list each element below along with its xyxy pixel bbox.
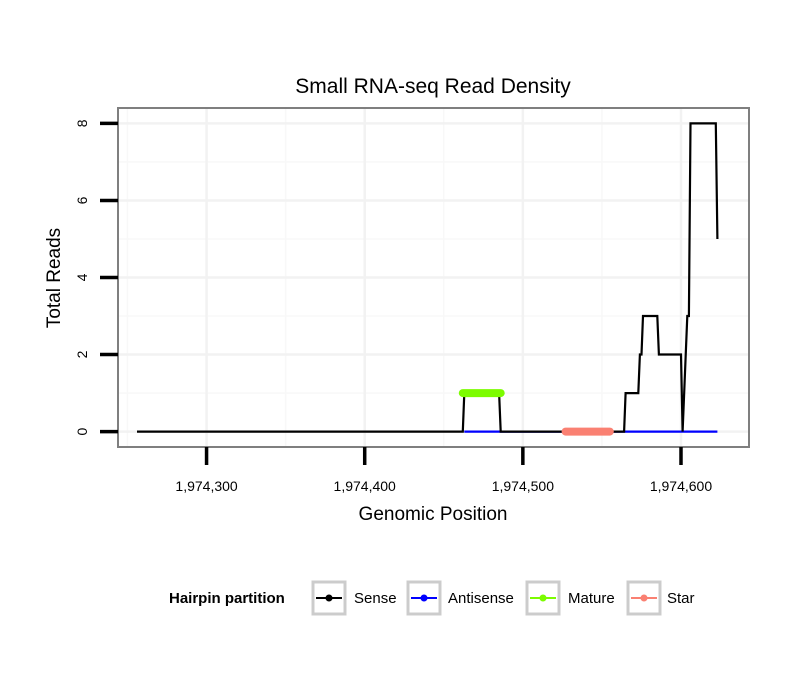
legend-label-sense: Sense [354,590,397,607]
legend-key-dot [641,595,648,602]
x-tick-label: 1,974,600 [650,478,712,494]
chart-title: Small RNA-seq Read Density [295,75,571,98]
y-tick-label: 8 [74,119,90,127]
x-tick-label: 1,974,400 [334,478,396,494]
read-density-chart: 1,974,300 1,974,400 1,974,500 1,974,600 0 2 4 6… [0,0,810,690]
legend-label-antisense: Antisense [448,590,514,607]
legend-key-dot [326,595,333,602]
legend-key-dot [540,595,547,602]
y-tick-label: 6 [74,196,90,204]
legend-key-dot [421,595,428,602]
y-tick-label: 2 [74,350,90,358]
legend-label-star: Star [667,590,695,607]
legend-title: Hairpin partition [169,590,285,607]
y-tick-label: 0 [74,427,90,435]
x-tick-label: 1,974,300 [175,478,237,494]
legend-label-mature: Mature [568,590,615,607]
grid-lines [118,108,749,447]
x-tick-label: 1,974,500 [492,478,554,494]
legend: Sense Antisense Mature Star [313,582,695,614]
y-axis-label: Total Reads [44,228,65,328]
y-tick-label: 4 [74,273,90,281]
x-axis-label: Genomic Position [359,504,508,525]
axes: 1,974,300 1,974,400 1,974,500 1,974,600 0 2 4 6… [74,119,712,494]
